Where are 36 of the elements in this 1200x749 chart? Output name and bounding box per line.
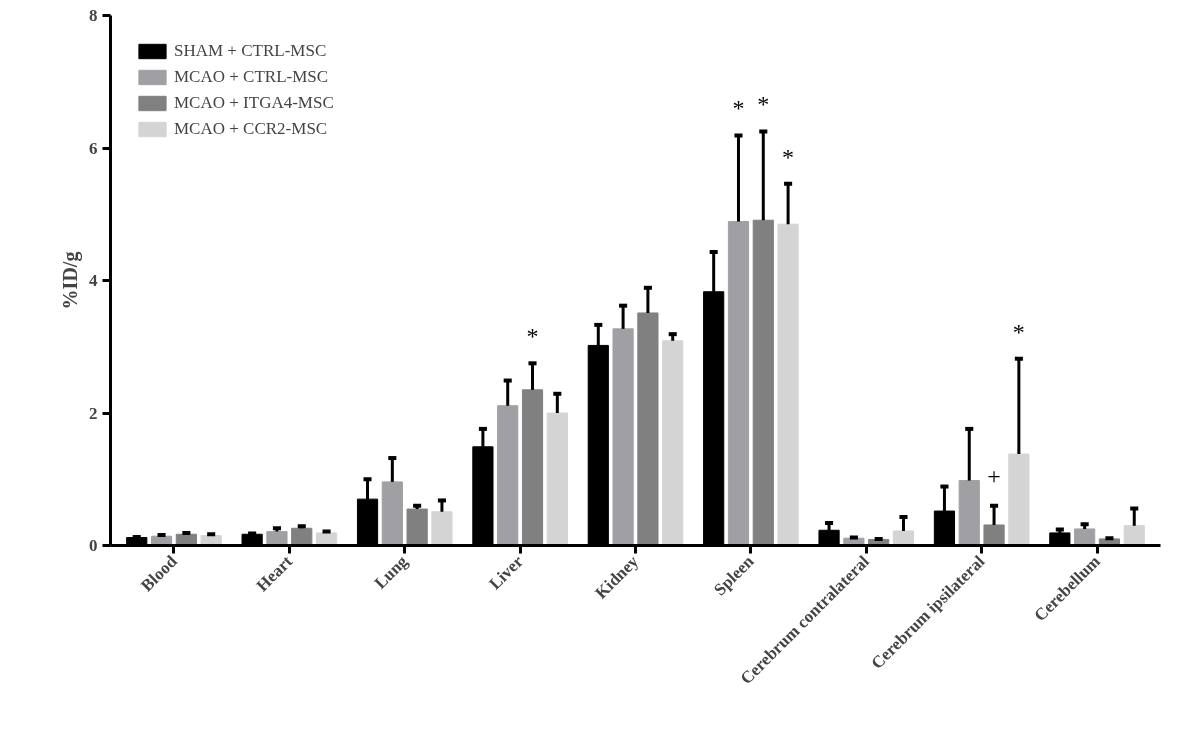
bar	[431, 511, 453, 546]
y-tick-label: 8	[89, 6, 98, 25]
bar	[521, 389, 544, 546]
y-axis-title: %ID/g	[59, 251, 82, 310]
bar	[291, 527, 313, 546]
bar	[637, 312, 659, 546]
bar	[752, 219, 774, 546]
bar	[1123, 525, 1145, 546]
bar	[497, 405, 519, 546]
legend-label: SHAM + CTRL-MSC	[174, 40, 327, 62]
bar	[662, 340, 684, 546]
y-tick-label: 6	[89, 138, 98, 158]
bar	[1008, 453, 1030, 546]
bar	[546, 412, 568, 546]
annotation: *	[526, 323, 539, 350]
bar	[892, 530, 915, 546]
legend-label: MCAO + ITGA4-MSC	[174, 92, 334, 114]
annotation: *	[782, 143, 795, 170]
annotation: *	[757, 91, 770, 118]
legend-label: MCAO + CTRL-MSC	[174, 66, 329, 88]
bar	[983, 524, 1005, 546]
y-tick-label: 2	[89, 403, 98, 423]
y-tick-label: 4	[89, 271, 98, 290]
bar	[266, 531, 288, 546]
annotation: +	[987, 462, 1001, 489]
legend-label: MCAO + CCR2-MSC	[174, 118, 328, 140]
bar	[406, 508, 428, 546]
y-tick-label: 0	[89, 536, 98, 555]
annotation: *	[1012, 318, 1025, 345]
bar	[958, 480, 980, 546]
bar	[612, 328, 634, 546]
bar	[381, 481, 403, 546]
annotation: *	[732, 95, 745, 122]
bar	[1074, 528, 1096, 546]
bar	[777, 223, 799, 546]
bar	[727, 221, 750, 546]
